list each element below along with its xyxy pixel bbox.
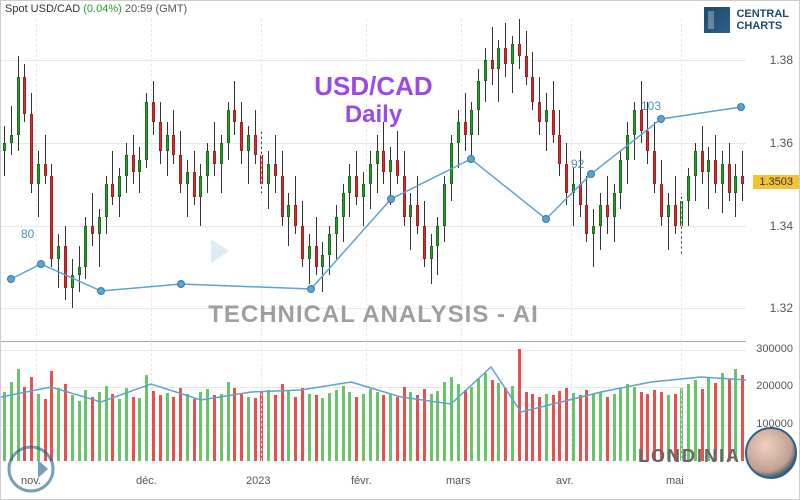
londinia-label: LONDINIA xyxy=(638,446,741,467)
annotation-label: 92 xyxy=(571,157,584,171)
chart-title-sub: Daily xyxy=(1,101,746,129)
chart-title-main: USD/CAD xyxy=(1,71,746,102)
brand-logo: CENTRAL CHARTS xyxy=(704,7,789,33)
chart-title-tech: TECHNICAL ANALYSIS - AI xyxy=(1,301,746,329)
current-price-badge: 1.3503 xyxy=(753,175,799,189)
price-chart-area[interactable]: 80 92 103 xyxy=(1,19,746,329)
volume-line xyxy=(1,342,746,462)
pct-change: (0.04%) xyxy=(83,3,122,15)
price-y-axis: 1.321.341.361.381.3503 xyxy=(744,19,799,329)
logo-icon xyxy=(704,7,730,33)
symbol-label: Spot USD/CAD xyxy=(5,3,80,15)
nav-arrow-icon[interactable] xyxy=(6,444,66,494)
annotation-label: 103 xyxy=(641,99,661,113)
annotation-label: 80 xyxy=(21,227,34,241)
avatar-icon[interactable] xyxy=(745,427,797,479)
x-axis: nov.déc.2023févr.marsavr.mai xyxy=(1,467,746,497)
volume-chart-area[interactable] xyxy=(1,341,746,461)
chart-header: Spot USD/CAD (0.04%) 20:59 (GMT) xyxy=(5,3,187,15)
trend-line xyxy=(1,19,746,329)
timestamp: 20:59 (GMT) xyxy=(125,3,187,15)
logo-text: CENTRAL CHARTS xyxy=(736,8,789,32)
